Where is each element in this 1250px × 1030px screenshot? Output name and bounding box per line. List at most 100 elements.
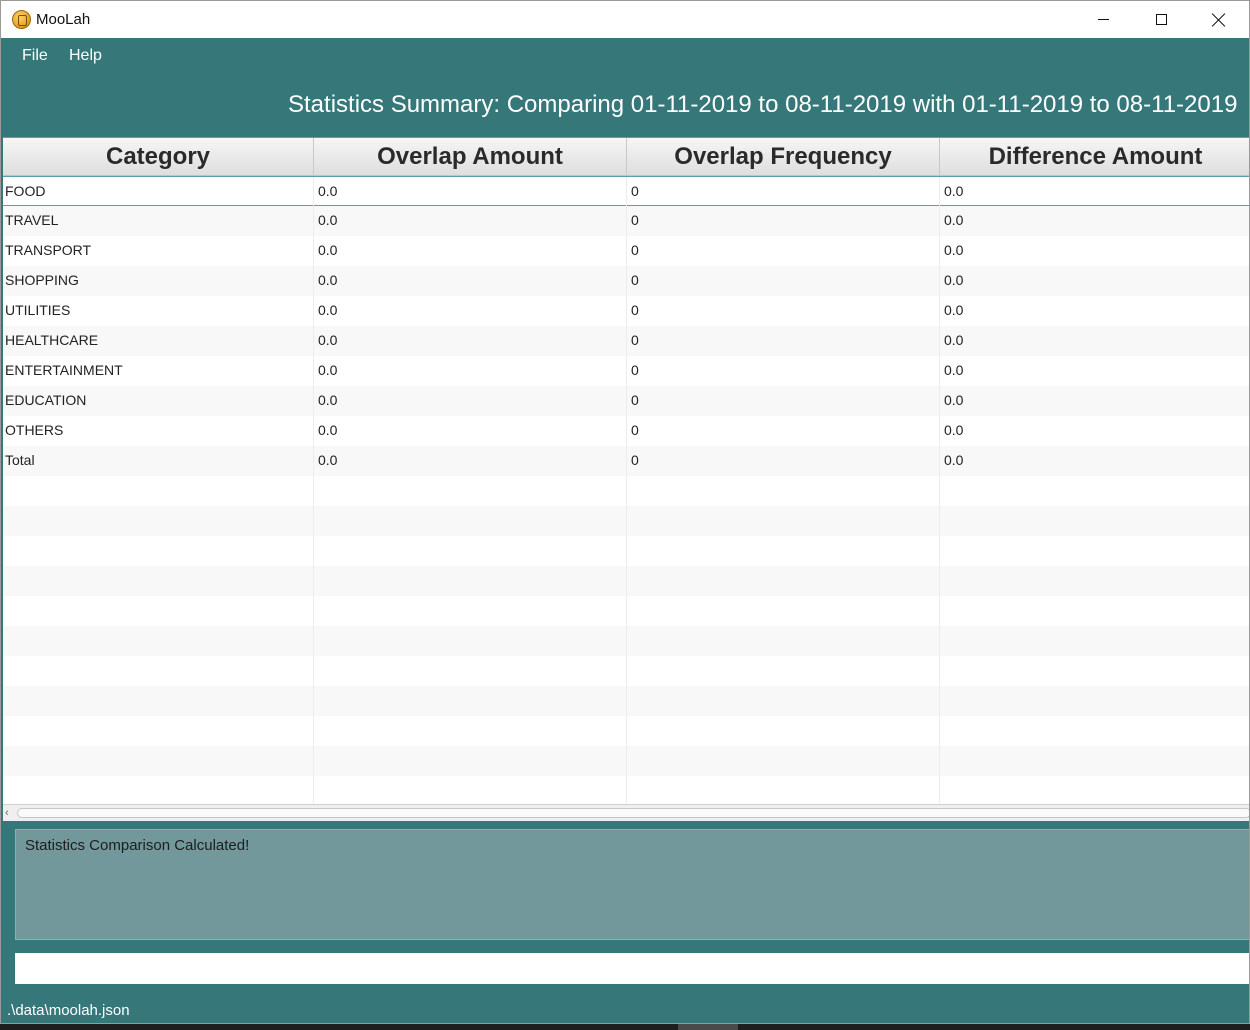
empty-table-row <box>3 506 1249 536</box>
title-bar: MooLah <box>1 1 1249 38</box>
cell-category: TRAVEL <box>3 206 314 236</box>
minimize-button[interactable] <box>1074 1 1132 38</box>
menu-help[interactable]: Help <box>69 47 102 64</box>
cell-difference-amount <box>940 746 1249 776</box>
empty-table-row <box>3 656 1249 686</box>
table-row[interactable]: Total 0.0 0 0.0 <box>3 446 1249 476</box>
table-row[interactable]: TRANSPORT 0.0 0 0.0 <box>3 236 1249 266</box>
cell-difference-amount <box>940 686 1249 716</box>
cell-overlap-frequency: 0 <box>627 356 940 386</box>
cell-overlap-amount <box>314 536 627 566</box>
cell-overlap-amount: 0.0 <box>314 266 627 296</box>
cell-difference-amount <box>940 536 1249 566</box>
cell-overlap-amount: 0.0 <box>314 356 627 386</box>
cell-difference-amount: 0.0 <box>944 183 964 199</box>
table-row[interactable]: TRAVEL 0.0 0 0.0 <box>3 206 1249 236</box>
cell-difference-amount: 0.0 <box>944 452 964 468</box>
cell-category: OTHERS <box>3 416 314 446</box>
table-row[interactable]: HEALTHCARE 0.0 0 0.0 <box>3 326 1249 356</box>
maximize-button[interactable] <box>1132 1 1190 38</box>
empty-table-row <box>3 566 1249 596</box>
menu-bar: File Help <box>1 38 1249 76</box>
cell-category <box>3 686 314 716</box>
table-row[interactable]: OTHERS 0.0 0 0.0 <box>3 416 1249 446</box>
cell-overlap-frequency: 0 <box>627 206 940 236</box>
taskbar-item[interactable] <box>678 1024 738 1030</box>
command-input[interactable] <box>15 953 1249 984</box>
cell-overlap-amount <box>314 506 627 536</box>
cell-overlap-amount <box>314 716 627 746</box>
cell-overlap-amount: 0.0 <box>314 326 627 356</box>
cell-category: ENTERTAINMENT <box>3 356 314 386</box>
cell-overlap-amount: 0.0 <box>314 416 627 446</box>
column-header-overlap-amount[interactable]: Overlap Amount <box>314 138 627 176</box>
result-display: Statistics Comparison Calculated! <box>15 829 1249 940</box>
cell-overlap-frequency: 0 <box>627 236 940 266</box>
table-row[interactable]: SHOPPING 0.0 0 0.0 <box>3 266 1249 296</box>
cell-difference-amount <box>940 626 1249 656</box>
horizontal-scrollbar[interactable]: ‹ <box>3 804 1249 821</box>
cell-difference-amount <box>940 656 1249 686</box>
table-row[interactable]: UTILITIES 0.0 0 0.0 <box>3 296 1249 326</box>
cell-overlap-frequency <box>627 776 940 806</box>
result-message: Statistics Comparison Calculated! <box>25 837 250 854</box>
cell-overlap-amount <box>314 686 627 716</box>
cell-category <box>3 776 314 806</box>
cell-overlap-amount <box>314 776 627 806</box>
close-icon <box>1212 13 1226 27</box>
cell-overlap-frequency <box>627 716 940 746</box>
cell-overlap-frequency: 0 <box>627 416 940 446</box>
window-title: MooLah <box>36 11 91 28</box>
column-header-difference-amount[interactable]: Difference Amount <box>988 143 1203 170</box>
empty-table-row <box>3 596 1249 626</box>
empty-table-row <box>3 536 1249 566</box>
cell-difference-amount <box>940 596 1249 626</box>
statistics-table[interactable]: Category Overlap Amount Overlap Frequenc… <box>3 137 1249 821</box>
empty-table-row <box>3 716 1249 746</box>
taskbar <box>0 1024 1250 1030</box>
cell-difference-amount: 0.0 <box>944 362 964 378</box>
cell-difference-amount: 0.0 <box>944 332 964 348</box>
close-button[interactable] <box>1190 1 1248 38</box>
cell-overlap-amount: 0.0 <box>314 236 627 266</box>
cell-overlap-amount <box>314 626 627 656</box>
empty-table-row <box>3 626 1249 656</box>
table-row[interactable]: ENTERTAINMENT 0.0 0 0.0 <box>3 356 1249 386</box>
cell-overlap-amount <box>314 746 627 776</box>
cell-overlap-amount: 0.0 <box>314 206 627 236</box>
menu-file[interactable]: File <box>22 47 48 64</box>
cell-difference-amount <box>940 506 1249 536</box>
empty-table-row <box>3 686 1249 716</box>
cell-category: Total <box>3 446 314 476</box>
empty-table-row <box>3 476 1249 506</box>
cell-difference-amount: 0.0 <box>944 302 964 318</box>
cell-overlap-frequency <box>627 536 940 566</box>
cell-category <box>3 656 314 686</box>
chevron-left-icon[interactable]: ‹ <box>5 807 9 819</box>
column-header-category[interactable]: Category <box>3 138 314 176</box>
cell-overlap-amount: 0.0 <box>314 386 627 416</box>
cell-overlap-amount <box>314 656 627 686</box>
scrollbar-thumb[interactable] <box>17 808 1249 818</box>
cell-overlap-amount <box>314 596 627 626</box>
cell-difference-amount: 0.0 <box>944 272 964 288</box>
cell-difference-amount <box>940 476 1249 506</box>
statistics-heading: Statistics Summary: Comparing 01-11-2019… <box>288 91 1238 118</box>
cell-overlap-frequency: 0 <box>627 177 940 207</box>
cell-difference-amount: 0.0 <box>944 392 964 408</box>
cell-category <box>3 596 314 626</box>
cell-category: FOOD <box>3 177 314 207</box>
status-bar-file-path: .\data\moolah.json <box>7 1002 130 1019</box>
table-row[interactable]: FOOD 0.0 0 0.0 <box>3 176 1249 207</box>
cell-overlap-amount <box>314 566 627 596</box>
table-row[interactable]: EDUCATION 0.0 0 0.0 <box>3 386 1249 416</box>
cell-overlap-amount: 0.0 <box>314 296 627 326</box>
cell-category: UTILITIES <box>3 296 314 326</box>
column-header-overlap-frequency[interactable]: Overlap Frequency <box>627 138 940 176</box>
cell-overlap-frequency <box>627 686 940 716</box>
table-header: Category Overlap Amount Overlap Frequenc… <box>3 138 1249 176</box>
table-body: FOOD 0.0 0 0.0 TRAVEL 0.0 0 0.0 TRANSPORT 0.0 0 0.0… <box>3 176 1249 806</box>
moolah-coin-icon <box>12 10 31 29</box>
minimize-icon <box>1097 19 1109 20</box>
cell-category <box>3 536 314 566</box>
